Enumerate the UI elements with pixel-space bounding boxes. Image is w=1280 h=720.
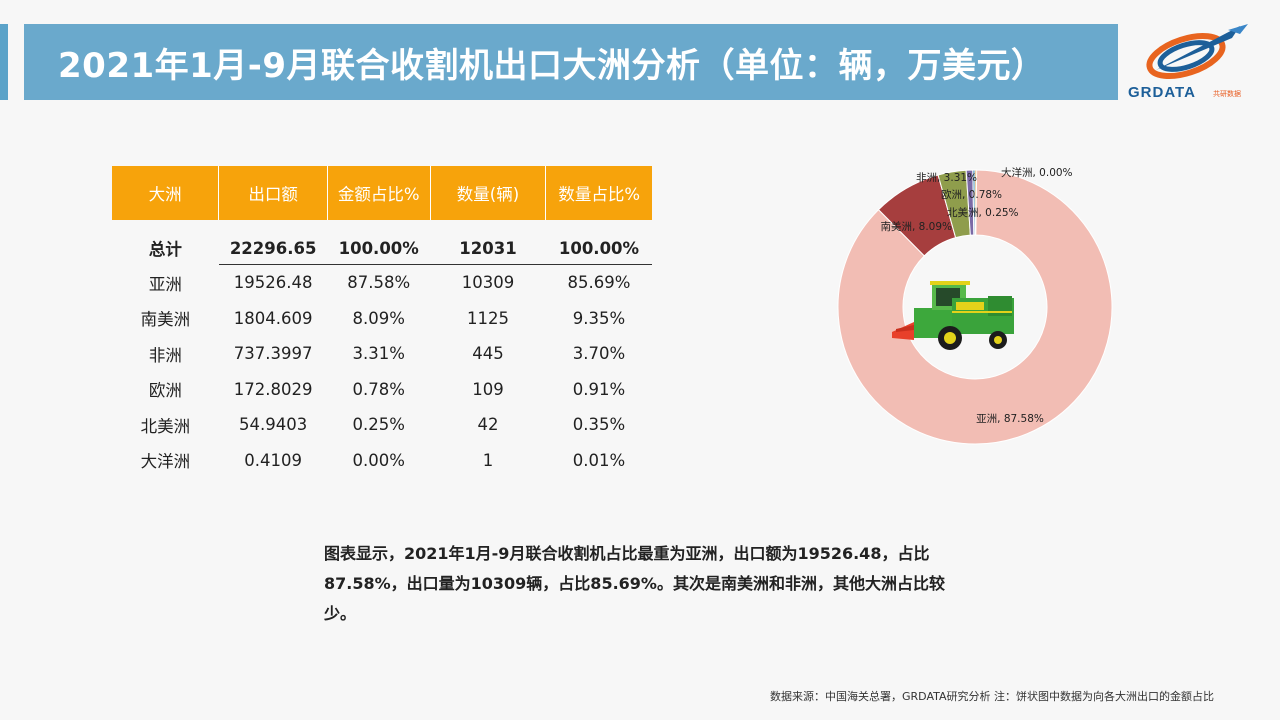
- table-row: 非洲 737.3997 3.31% 445 3.70%: [112, 336, 652, 372]
- header-continent: 大洲: [112, 166, 220, 220]
- header-quantity-share: 数量占比%: [545, 166, 652, 220]
- continent-export-table: 大洲 出口额 金额占比% 数量(辆) 数量占比% 总计 22296.65 100…: [112, 166, 652, 478]
- table-cell: 非洲: [148, 345, 182, 365]
- table-cell: 大洋洲: [140, 452, 191, 472]
- donut-data-label: 非洲, 3.31%: [916, 172, 977, 184]
- table-cell: 南美洲: [140, 310, 191, 330]
- table-cell: 0.00%: [352, 450, 405, 470]
- table-cell: 北美洲: [140, 416, 191, 436]
- donut-data-label: 欧洲, 0.78%: [941, 189, 1002, 201]
- table-cell: 9.35%: [572, 308, 626, 328]
- table-cell: 0.25%: [352, 415, 405, 435]
- title-bar: 2021年1月-9月联合收割机出口大洲分析（单位：辆，万美元）: [24, 24, 1118, 100]
- table-cell: 3.31%: [352, 344, 405, 364]
- table-cell: 87.58%: [347, 273, 411, 293]
- donut-data-label: 大洋洲, 0.00%: [1001, 166, 1073, 179]
- donut-data-label: 北美洲, 0.25%: [947, 206, 1019, 219]
- table-cell: 85.69%: [567, 273, 631, 293]
- export-share-donut-chart: 亚洲, 87.58% 南美洲, 8.09% 非洲, 3.31% 欧洲, 0.78% 北美…: [837, 166, 1113, 445]
- table-cell: 1804.609: [233, 308, 313, 328]
- table-cell: 0.4109: [244, 450, 302, 470]
- summary-text: 图表显示，2021年1月-9月联合收割机占比最重为亚洲，出口额为19526.48…: [324, 544, 945, 623]
- table-cell: 172.8029: [233, 379, 313, 399]
- combine-harvester-icon: [892, 281, 1014, 350]
- table-cell: 3.70%: [572, 344, 626, 364]
- table-cell: 54.9403: [239, 415, 308, 435]
- logo-text: GRDATA: [1128, 84, 1196, 101]
- donut-slice-6: [974, 169, 978, 236]
- table-cell: 1: [482, 450, 494, 470]
- table-cell: 42: [477, 415, 499, 435]
- table-row: 北美洲 54.9403 0.25% 42 0.35%: [112, 407, 652, 443]
- table-cell: 1125: [466, 308, 509, 328]
- header-value-share: 金额占比%: [327, 166, 431, 220]
- table-cell: 22296.65: [218, 232, 328, 265]
- table-cell: 12031: [430, 232, 546, 265]
- table-cell: 8.09%: [352, 308, 405, 328]
- table-cell: 10309: [461, 273, 515, 293]
- grdata-logo: GRDATA 共研数据: [1128, 22, 1258, 102]
- logo-swoosh-icon: [1146, 24, 1248, 79]
- left-accent-bar: [0, 24, 8, 100]
- page-title: 2021年1月-9月联合收割机出口大洲分析（单位：辆，万美元）: [58, 45, 1046, 86]
- table-row: 大洋洲 0.4109 0.00% 1 0.01%: [112, 443, 652, 479]
- donut-data-label: 南美洲, 8.09%: [880, 220, 952, 233]
- table-header-row: 大洲 出口额 金额占比% 数量(辆) 数量占比%: [112, 166, 652, 220]
- table-cell: 19526.48: [233, 273, 313, 293]
- table-cell: 0.01%: [572, 450, 626, 470]
- table-row: 欧洲 172.8029 0.78% 109 0.91%: [112, 372, 652, 408]
- data-source-note: 数据来源：中国海关总署，GRDATA研究分析 注：饼状图中数据为向各大洲出口的金…: [770, 690, 1214, 703]
- table-cell: 737.3997: [233, 344, 313, 364]
- table-row: 南美洲 1804.609 8.09% 1125 9.35%: [112, 301, 652, 337]
- table-cell: 欧洲: [148, 381, 182, 401]
- header-quantity: 数量(辆): [430, 166, 547, 220]
- table-cell: 0.91%: [572, 379, 626, 399]
- table-cell: 109: [472, 379, 504, 399]
- table-cell: 0.35%: [572, 415, 626, 435]
- table-cell: 100.00%: [545, 232, 652, 265]
- table-cell: 0.78%: [352, 379, 405, 399]
- table-cell: 100.00%: [327, 232, 431, 265]
- donut-data-label: 亚洲, 87.58%: [976, 413, 1044, 425]
- header-export-value: 出口额: [218, 166, 328, 220]
- table-cell: 445: [472, 344, 504, 364]
- table-cell: 总计: [148, 240, 182, 260]
- logo-subtext: 共研数据: [1213, 90, 1241, 98]
- table-total-row: 总计 22296.65 100.00% 12031 100.00%: [112, 232, 652, 265]
- table-row: 亚洲 19526.48 87.58% 10309 85.69%: [112, 265, 652, 301]
- table-cell: 亚洲: [148, 274, 182, 294]
